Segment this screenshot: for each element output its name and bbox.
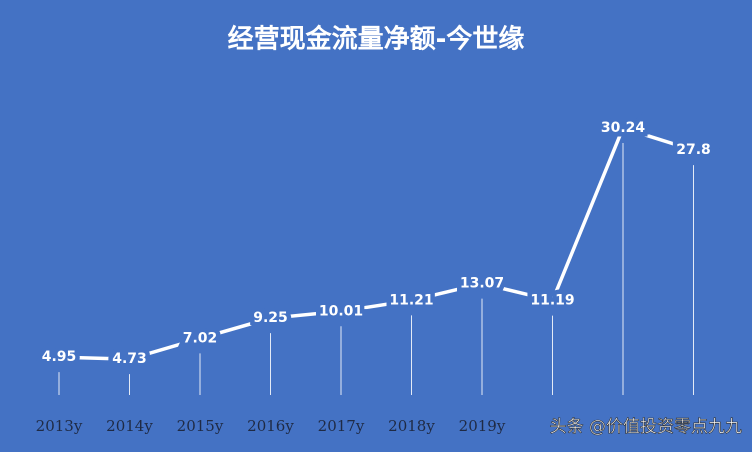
x-tick-label: 2017y	[318, 417, 365, 435]
x-tick-label: 2016y	[247, 417, 294, 435]
data-label: 11.19	[530, 293, 574, 309]
data-label: 7.02	[183, 330, 218, 346]
data-label: 13.07	[460, 276, 504, 292]
chart-title: 经营现金流量净额-今世缘	[228, 24, 525, 55]
x-tick-label: 2018y	[388, 417, 435, 435]
data-label: 4.73	[112, 351, 147, 367]
data-label: 11.21	[389, 292, 433, 308]
line	[58, 125, 695, 361]
x-tick-label: 2019y	[459, 417, 506, 435]
watermark: 头条 @价值投资零点九九	[550, 417, 742, 437]
x-tick-label: 2014y	[106, 417, 153, 435]
data-label: 10.01	[319, 303, 363, 319]
x-tick-label: 2013y	[36, 417, 83, 435]
data-label: 9.25	[253, 310, 288, 326]
x-tick-label: 2015y	[177, 417, 224, 435]
data-label: 4.95	[42, 349, 77, 365]
data-label: 30.24	[601, 120, 646, 136]
data-label: 27.8	[676, 142, 711, 158]
